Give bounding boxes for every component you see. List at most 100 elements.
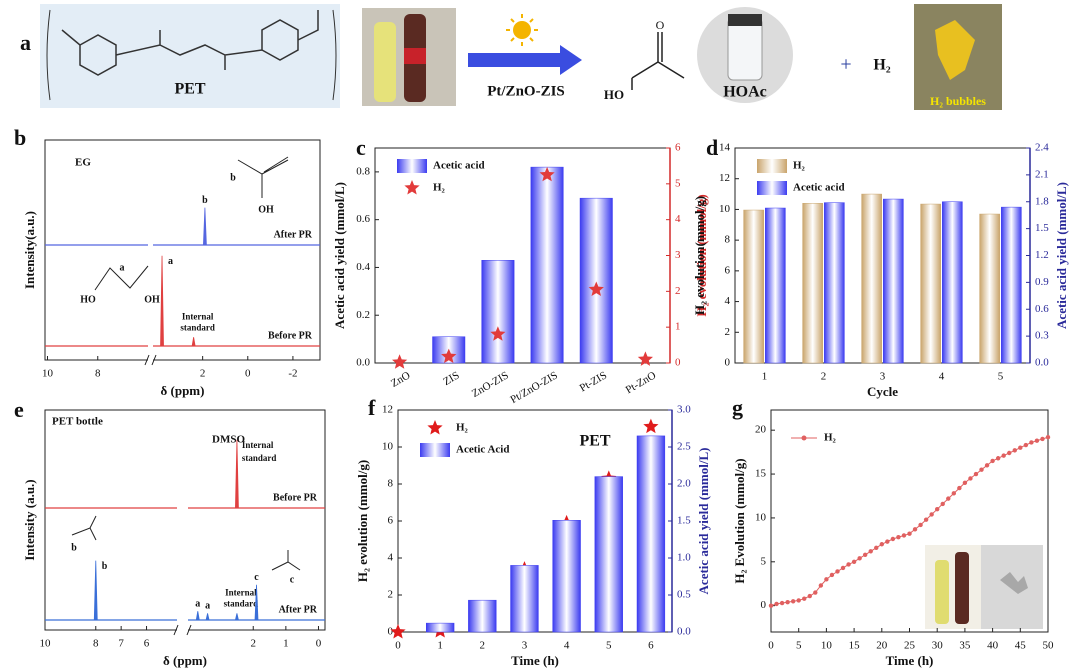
- marker: [946, 496, 951, 501]
- x-axis-label: Time (h): [511, 653, 559, 668]
- y-axis-label: H₂ Evolution (mmol/g): [732, 458, 747, 583]
- bar: [481, 260, 515, 364]
- x-tick-label: 3: [522, 640, 528, 652]
- x-tick-label: 1: [283, 638, 289, 650]
- y-tick-label: 0.0: [356, 357, 370, 369]
- bar: [552, 520, 581, 633]
- y2-tick-label: 1.2: [1035, 249, 1049, 261]
- star-marker: [441, 348, 457, 363]
- marker: [874, 545, 879, 550]
- bar: [861, 193, 882, 364]
- acid-group: HO: [604, 87, 624, 102]
- panel-label: c: [356, 135, 366, 160]
- bar: [510, 565, 539, 633]
- panel-label: f: [368, 395, 376, 420]
- x-tick-label: 7: [118, 638, 124, 650]
- marker: [779, 600, 785, 606]
- legend-swatch: [404, 180, 420, 195]
- marker: [979, 467, 984, 472]
- legend-swatch: [427, 420, 443, 435]
- y-tick-label: 14: [719, 142, 731, 154]
- bottle: [935, 560, 949, 624]
- x-tick-label: 10: [40, 638, 52, 650]
- y-tick-label: 10: [755, 511, 767, 523]
- legend-swatch: [420, 443, 450, 457]
- y-tick-label: 2: [725, 326, 731, 338]
- vial: [727, 17, 763, 81]
- peak-label: standard: [224, 598, 259, 608]
- axis-break: [148, 356, 153, 364]
- marker: [1018, 445, 1023, 450]
- peak-label: standard: [180, 322, 215, 332]
- bar: [942, 201, 963, 364]
- marker: [923, 517, 929, 522]
- annotation: PET bottle: [52, 416, 103, 428]
- x-tick-label: 35: [959, 640, 971, 652]
- annotation: EG: [75, 157, 91, 169]
- legend-marker: [801, 435, 807, 441]
- molecule-label: c: [290, 574, 295, 585]
- bottle: [374, 22, 396, 102]
- y2-tick-label: 1: [675, 321, 681, 333]
- bar: [594, 476, 623, 633]
- marker: [1023, 442, 1029, 448]
- marker: [840, 565, 846, 571]
- marker: [912, 527, 918, 532]
- y-tick-label: 8: [388, 478, 394, 490]
- marker: [1045, 435, 1051, 440]
- peak-label: b: [102, 561, 108, 572]
- marker: [790, 599, 796, 604]
- y2-tick-label: 5: [675, 177, 681, 189]
- marker: [1040, 436, 1045, 442]
- bottle: [955, 552, 969, 624]
- y-axis-label: Intensity(a.u.): [22, 211, 37, 289]
- eg-sketch: [94, 265, 149, 291]
- panel-label: a: [20, 30, 31, 55]
- x-tick-label: 4: [564, 640, 570, 652]
- marker: [984, 463, 990, 468]
- y2-tick-label: 2: [675, 285, 681, 297]
- y2-tick-label: 0.5: [677, 589, 691, 601]
- x-tick-label: 5: [796, 640, 802, 652]
- bar: [883, 198, 904, 364]
- x-tick-label: 2: [250, 638, 256, 650]
- photo-caption: H₂ bubbles: [930, 94, 986, 108]
- marker: [796, 598, 801, 603]
- sun-rays: [506, 14, 538, 46]
- x-tick-label: 45: [1015, 640, 1027, 652]
- y2-tick-label: 2.1: [1035, 168, 1049, 180]
- bar: [743, 209, 764, 364]
- x-tick-label: 0: [316, 638, 322, 650]
- pet-structure: [61, 10, 319, 76]
- bubbles: [935, 20, 975, 80]
- annotation: PET: [579, 433, 610, 450]
- x-tick-label: 40: [987, 640, 999, 652]
- plot-frame: [44, 139, 321, 361]
- y2-tick-label: 0.6: [1035, 303, 1049, 315]
- bar: [1001, 206, 1022, 364]
- x-tick-label: 0: [395, 640, 401, 652]
- marker: [901, 533, 907, 538]
- x-tick-label: 20: [876, 640, 888, 652]
- y-tick-label: 0: [761, 599, 767, 611]
- star-marker: [539, 166, 555, 182]
- peak-label: a: [168, 256, 173, 267]
- polymer-label: PET: [174, 81, 205, 98]
- catalyst-label: Pt/ZnO-ZIS: [487, 83, 565, 99]
- y-axis-label: Intensity (a.u.): [22, 479, 37, 560]
- x-tick-label: 10: [821, 640, 833, 652]
- marker: [868, 549, 873, 554]
- y-tick-label: 2: [388, 589, 394, 601]
- peak-label: c: [254, 572, 259, 583]
- peak: [205, 613, 210, 621]
- bar: [765, 207, 786, 364]
- legend-label: H₂: [824, 432, 837, 444]
- y-tick-label: 10: [382, 441, 394, 453]
- x-tick-label: 2: [821, 371, 827, 383]
- marker: [990, 458, 995, 464]
- peak-label: b: [202, 195, 208, 206]
- y-tick-label: 5: [761, 555, 767, 567]
- x-axis-label: Cycle: [867, 384, 898, 399]
- marker: [940, 501, 945, 507]
- y2-tick-label: 1.8: [1035, 195, 1049, 207]
